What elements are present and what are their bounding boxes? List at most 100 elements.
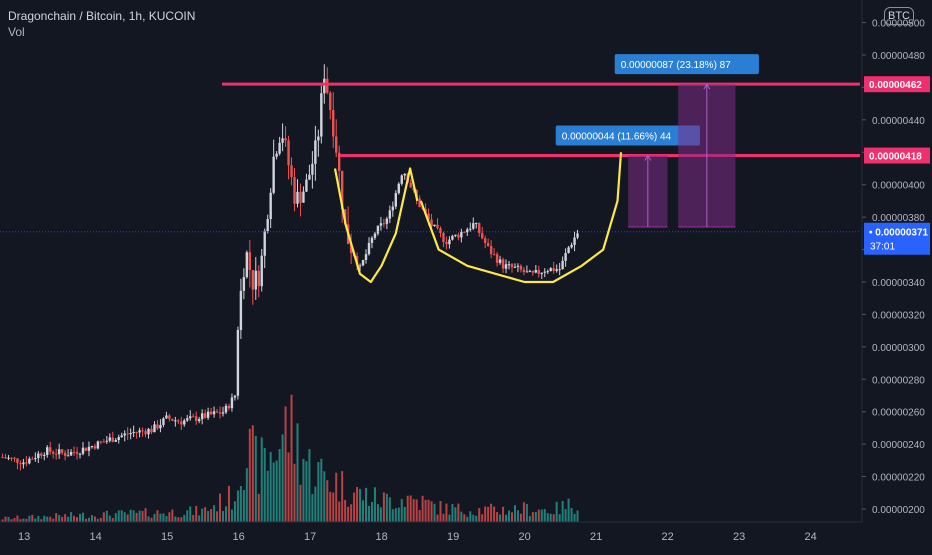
candle-body [451,235,454,240]
volume-bar [466,516,469,522]
candle-body [358,265,362,267]
time-tick-label: 15 [161,531,173,543]
volume-bar [251,425,254,522]
candle-body [51,451,55,454]
volume-bar [43,515,46,522]
volume-bar [132,510,135,522]
volume-bar [367,505,370,522]
volume-bar [150,517,153,522]
candle-body [63,452,67,456]
candle-body [531,270,535,273]
candle-body [153,424,156,433]
volume-bar [522,502,525,522]
candle-body [7,457,10,459]
volume-bar [102,512,105,522]
time-tick-label: 17 [304,531,316,543]
candle-body [192,416,195,418]
candle-body [25,462,28,464]
volume-bar [40,519,43,522]
candle-body [13,457,16,459]
candle-body [266,219,269,232]
time-tick-label: 16 [233,531,245,543]
volume-bar [564,509,567,522]
volume-bar [350,504,353,522]
candle-body [49,447,52,452]
currency-badge[interactable]: BTC [884,7,914,25]
candle-body [486,243,490,247]
level-price-tag [864,76,930,93]
volume-bar [93,516,96,522]
volume-bar [347,506,350,522]
volume-bar [58,515,61,522]
volume-bar [272,462,275,522]
candle-body [549,268,552,272]
candle-body [72,451,76,453]
time-tick-label: 18 [376,531,388,543]
candle-body [37,453,40,459]
symbol-title[interactable]: Dragonchain / Bitcoin, 1h, KUCOIN [8,9,196,23]
volume-bar [409,495,412,522]
price-tick-label: 0.00000220 [872,473,925,484]
volume-bar [4,516,7,522]
candle-body [290,165,293,178]
countdown-label: 37:01 [870,242,895,253]
candle-body [489,246,493,255]
volume-bar [222,510,225,522]
level-price-label: 0.00000418 [869,152,922,163]
volume-bar [448,514,451,522]
candle-body [379,223,383,226]
volume-bar [126,514,129,522]
candle-body [221,412,225,414]
volume-bar [84,518,87,522]
candle-body [361,259,365,266]
volume-bar [227,485,230,522]
candle-body [326,78,329,93]
candle-body [168,415,171,419]
candle-body [528,270,532,272]
candle-body [171,418,174,421]
candle-body [391,206,395,211]
candle-body [364,254,368,260]
time-tick-label: 20 [519,531,531,543]
volume-indicator-label[interactable]: Vol [8,25,25,39]
candle-body [108,437,111,441]
candle-body [311,163,314,175]
candle-body [373,233,377,238]
candle-body [16,458,19,464]
volume-bar [308,449,311,522]
volume-bar [257,493,260,522]
volume-bar [382,492,385,522]
candle-body [57,449,61,455]
volume-bar [555,501,558,522]
volume-bar [373,487,376,522]
volume-bar [147,516,150,522]
volume-bar [210,508,213,522]
volume-bar [549,513,552,522]
candle-body [436,224,439,229]
candle-body [409,182,412,188]
volume-bar [233,501,236,522]
volume-bar [198,515,201,522]
volume-bar [195,505,198,522]
volume-bar [269,452,272,522]
candle-body [275,153,278,157]
candle-body [230,397,234,409]
volume-bar [22,518,25,522]
candle-body [22,462,25,465]
volume-bar [73,515,76,522]
candle-body [180,421,183,425]
volume-bars [1,394,579,522]
volume-bar [341,471,344,522]
candle-body [525,271,529,273]
volume-bar [359,488,362,522]
volume-bar [388,497,391,522]
volume-bar [99,517,102,522]
candle-body [111,437,114,442]
volume-bar [67,516,70,522]
volume-bar [534,511,537,522]
volume-bar [224,506,227,522]
candle-body [323,78,326,94]
